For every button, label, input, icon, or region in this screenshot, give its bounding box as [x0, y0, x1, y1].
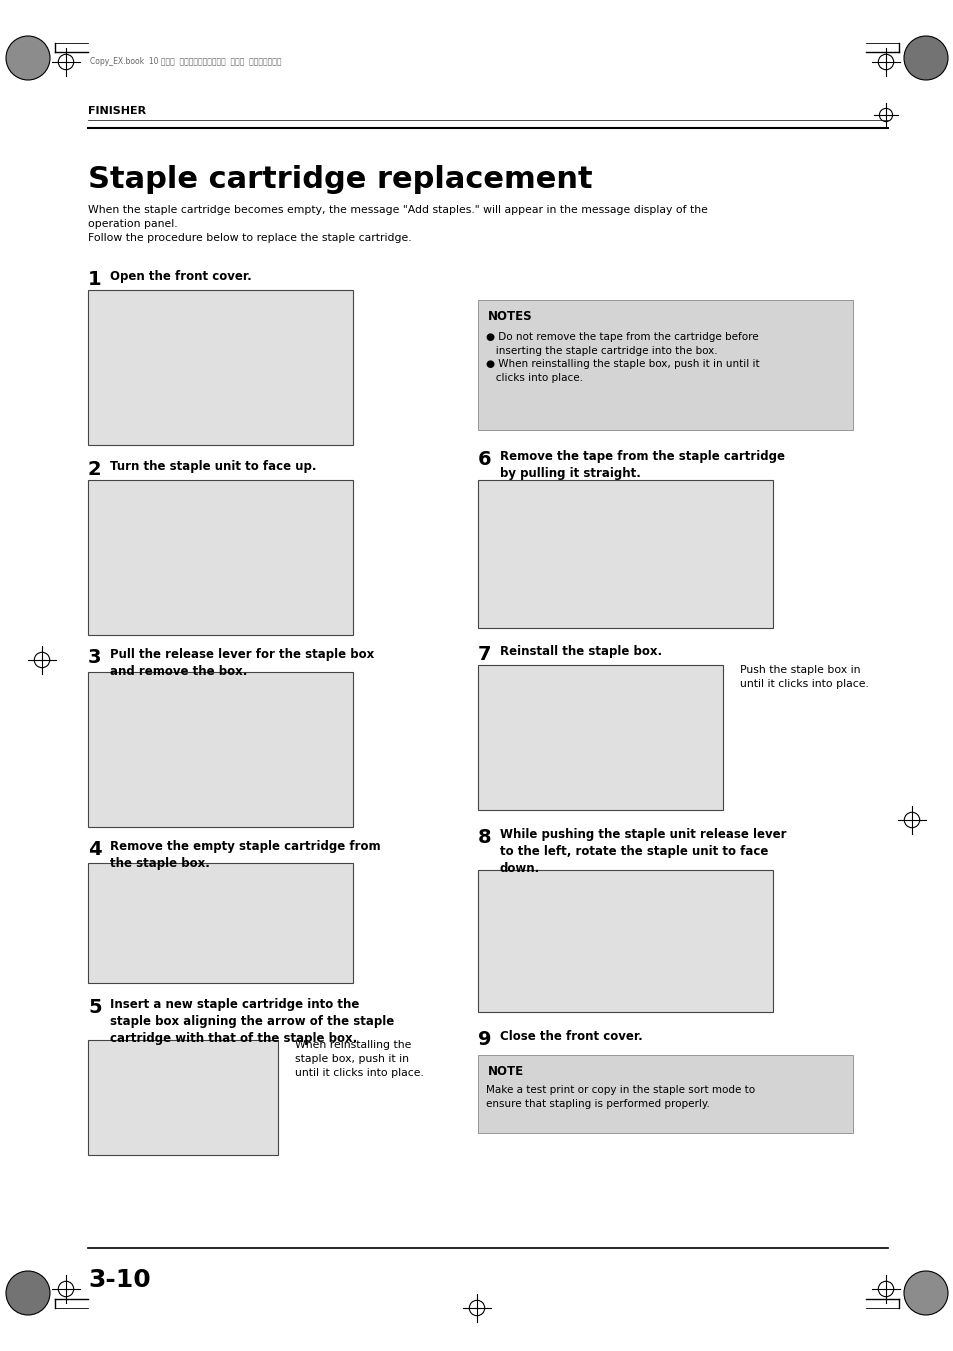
Text: Turn the staple unit to face up.: Turn the staple unit to face up.	[110, 459, 316, 473]
Text: Staple cartridge replacement: Staple cartridge replacement	[88, 165, 592, 195]
Text: 5: 5	[88, 998, 102, 1017]
Bar	[477, 1055, 852, 1133]
Text: 3-10: 3-10	[88, 1269, 151, 1292]
Text: Copy_EX.book  10 ページ  ２００４年９月２８日  火曜日  午後９晎５４分: Copy_EX.book 10 ページ ２００４年９月２８日 火曜日 午後９晎５…	[90, 58, 281, 66]
Text: 2: 2	[88, 459, 102, 480]
Text: 9: 9	[477, 1029, 491, 1048]
Text: Push the staple box in
until it clicks into place.: Push the staple box in until it clicks i…	[740, 665, 868, 689]
Text: When reinstalling the
staple box, push it in
until it clicks into place.: When reinstalling the staple box, push i…	[294, 1040, 423, 1078]
Circle shape	[903, 1271, 947, 1315]
Bar	[477, 300, 852, 430]
Bar	[477, 480, 772, 628]
Text: NOTE: NOTE	[488, 1065, 523, 1078]
Circle shape	[6, 36, 50, 80]
Text: 3: 3	[88, 648, 101, 667]
Text: 1: 1	[88, 270, 102, 289]
Text: Remove the tape from the staple cartridge
by pulling it straight.: Remove the tape from the staple cartridg…	[499, 450, 784, 480]
Bar	[88, 1040, 277, 1155]
Bar	[88, 480, 353, 635]
Bar	[88, 671, 353, 827]
Text: 6: 6	[477, 450, 491, 469]
Text: Pull the release lever for the staple box
and remove the box.: Pull the release lever for the staple bo…	[110, 648, 374, 678]
Text: While pushing the staple unit release lever
to the left, rotate the staple unit : While pushing the staple unit release le…	[499, 828, 785, 875]
Text: NOTES: NOTES	[488, 309, 532, 323]
Text: 7: 7	[477, 644, 491, 663]
Bar	[88, 863, 353, 984]
Circle shape	[903, 36, 947, 80]
Text: Reinstall the staple box.: Reinstall the staple box.	[499, 644, 661, 658]
Text: 8: 8	[477, 828, 491, 847]
Text: FINISHER: FINISHER	[88, 105, 146, 116]
Bar	[88, 290, 353, 444]
Text: Open the front cover.: Open the front cover.	[110, 270, 252, 282]
Circle shape	[6, 1271, 50, 1315]
Text: Close the front cover.: Close the front cover.	[499, 1029, 642, 1043]
Text: When the staple cartridge becomes empty, the message "Add staples." will appear : When the staple cartridge becomes empty,…	[88, 205, 707, 243]
Text: Insert a new staple cartridge into the
staple box aligning the arrow of the stap: Insert a new staple cartridge into the s…	[110, 998, 394, 1046]
Text: 4: 4	[88, 840, 102, 859]
Text: Make a test print or copy in the staple sort mode to
ensure that stapling is per: Make a test print or copy in the staple …	[485, 1085, 755, 1109]
Bar	[477, 665, 722, 811]
Text: Remove the empty staple cartridge from
the staple box.: Remove the empty staple cartridge from t…	[110, 840, 380, 870]
Bar	[477, 870, 772, 1012]
Text: ● Do not remove the tape from the cartridge before
   inserting the staple cartr: ● Do not remove the tape from the cartri…	[485, 332, 759, 382]
